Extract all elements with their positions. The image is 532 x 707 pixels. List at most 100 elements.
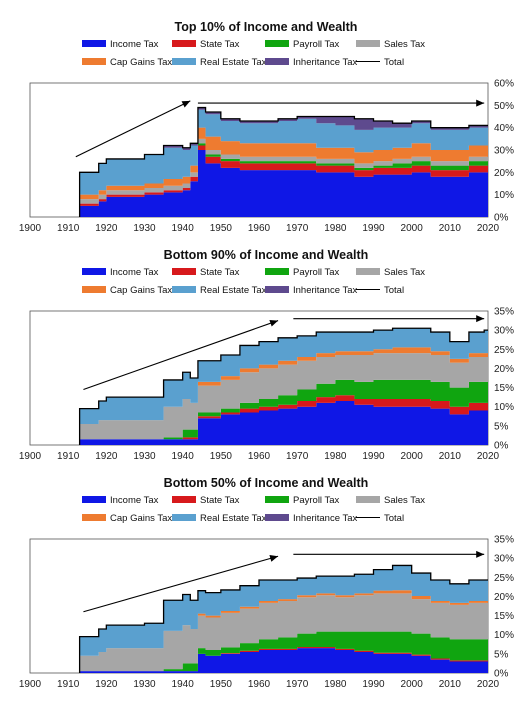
legend-label: Real Estate Tax: [200, 285, 267, 296]
chart-panel-bottom90: Bottom 90% of Income and Wealth Income T…: [0, 245, 532, 479]
legend-label: Inheritance Tax: [293, 513, 358, 524]
area-series-income-tax: [79, 400, 488, 445]
legend-swatch: [356, 60, 380, 63]
legend-label: State Tax: [200, 39, 240, 50]
area-series-inheritance-tax: [79, 107, 488, 173]
y-tick-label: 30%: [494, 554, 514, 565]
trend-arrow: [83, 319, 279, 391]
legend-item: Cap Gains Tax: [82, 57, 172, 68]
chart-title: Top 10% of Income and Wealth: [174, 20, 358, 34]
chart-plot: 1900 1910 1920 1930 1940 1950 1960 1970 1980 1990…: [19, 535, 514, 691]
x-tick-label: 1960: [248, 679, 271, 690]
x-tick-label: 1980: [324, 451, 347, 462]
x-tick-label: 1900: [19, 451, 42, 462]
legend-label: Total: [384, 57, 405, 68]
legend-label: Sales Tax: [384, 39, 426, 50]
x-tick-label: 2020: [477, 679, 500, 690]
legend-item: Inheritance Tax: [265, 57, 357, 68]
legend-label: Cap Gains Tax: [110, 57, 173, 68]
y-tick-label: 0%: [494, 441, 509, 452]
legend-swatch: [356, 516, 380, 519]
legend-swatch: [172, 267, 196, 275]
area-series-real-estate-tax: [79, 565, 488, 656]
x-tick-label: 1970: [286, 223, 309, 234]
x-tick-label: 1990: [362, 451, 385, 462]
x-tick-label: 1930: [133, 223, 156, 234]
area-series-state-tax: [79, 145, 488, 206]
y-tick-label: 5%: [494, 421, 509, 432]
chart-plot: 1900 1910 1920 1930 1940 1950 1960 1970 1980 1990…: [19, 307, 514, 463]
legend-swatch: [82, 285, 106, 293]
legend-swatch: [356, 288, 380, 291]
legend-item: Inheritance Tax: [265, 513, 357, 524]
x-tick-label: 2010: [439, 223, 462, 234]
x-tick-label: 1970: [286, 679, 309, 690]
legend-swatch: [265, 285, 289, 293]
legend-item: Real Estate Tax: [172, 57, 266, 68]
legend-item: Sales Tax: [356, 39, 425, 50]
chart-plot: 1900 1910 1920 1930 1940 1950 1960 1970 1980 1990…: [19, 79, 514, 235]
x-tick-label: 1910: [57, 223, 80, 234]
legend-item: Income Tax: [82, 495, 158, 506]
area-series-cap-gains-tax: [79, 127, 488, 200]
trend-arrow: [197, 99, 485, 107]
legend-swatch: [265, 39, 289, 47]
legend-swatch: [356, 495, 380, 503]
y-tick-label: 0%: [494, 669, 509, 680]
x-tick-label: 1920: [95, 451, 118, 462]
x-tick-label: 1980: [324, 679, 347, 690]
y-tick-label: 0%: [494, 213, 509, 224]
chart-panel-top10: Top 10% of Income and Wealth Income Tax S…: [0, 17, 532, 251]
legend-swatch: [82, 495, 106, 503]
legend-swatch: [265, 513, 289, 521]
legend-item: Total: [356, 285, 404, 296]
legend-item: Cap Gains Tax: [82, 285, 172, 296]
chart-legend: Income Tax State Tax Payroll Tax Sales Tax C…: [0, 37, 532, 77]
legend-label: Inheritance Tax: [293, 57, 358, 68]
trend-arrow: [75, 100, 191, 158]
legend-item: Cap Gains Tax: [82, 513, 172, 524]
x-tick-label: 2020: [477, 223, 500, 234]
trend-arrow: [83, 555, 279, 613]
x-tick-label: 1960: [248, 223, 271, 234]
legend-label: Inheritance Tax: [293, 285, 358, 296]
x-tick-label: 1950: [210, 451, 233, 462]
y-tick-label: 25%: [494, 345, 514, 356]
area-series-state-tax: [79, 395, 488, 440]
legend-label: Sales Tax: [384, 495, 426, 506]
legend-item: Payroll Tax: [265, 39, 339, 50]
legend-item: Total: [356, 57, 404, 68]
legend-swatch: [172, 57, 196, 65]
trend-arrow: [293, 550, 485, 558]
legend-label: Income Tax: [110, 495, 159, 506]
x-tick-label: 1910: [57, 451, 80, 462]
area-series-sales-tax: [79, 593, 488, 672]
y-tick-label: 15%: [494, 611, 514, 622]
area-series-real-estate-tax: [79, 328, 488, 424]
area-series-state-tax: [79, 646, 488, 672]
legend-swatch: [265, 267, 289, 275]
legend-label: Sales Tax: [384, 267, 426, 278]
legend-item: Income Tax: [82, 39, 158, 50]
trend-arrow: [293, 315, 485, 323]
legend-label: Total: [384, 285, 405, 296]
legend-item: Payroll Tax: [265, 267, 339, 278]
x-tick-label: 1910: [57, 679, 80, 690]
x-tick-label: 1950: [210, 223, 233, 234]
y-tick-label: 10%: [494, 402, 514, 413]
legend-label: Payroll Tax: [293, 39, 340, 50]
area-series-real-estate-tax: [79, 109, 488, 195]
area-series-cap-gains-tax: [79, 347, 488, 424]
y-tick-label: 20%: [494, 168, 514, 179]
legend-swatch: [265, 57, 289, 65]
legend-label: Income Tax: [110, 39, 159, 50]
legend-label: State Tax: [200, 267, 240, 278]
legend-label: Real Estate Tax: [200, 57, 267, 68]
y-tick-label: 10%: [494, 630, 514, 641]
legend-swatch: [82, 267, 106, 275]
x-tick-label: 1920: [95, 679, 118, 690]
chart-legend: Income Tax State Tax Payroll Tax Sales Tax C…: [0, 265, 532, 305]
y-tick-label: 15%: [494, 383, 514, 394]
area-series-payroll-tax: [79, 631, 488, 672]
total-line: [78, 564, 488, 673]
